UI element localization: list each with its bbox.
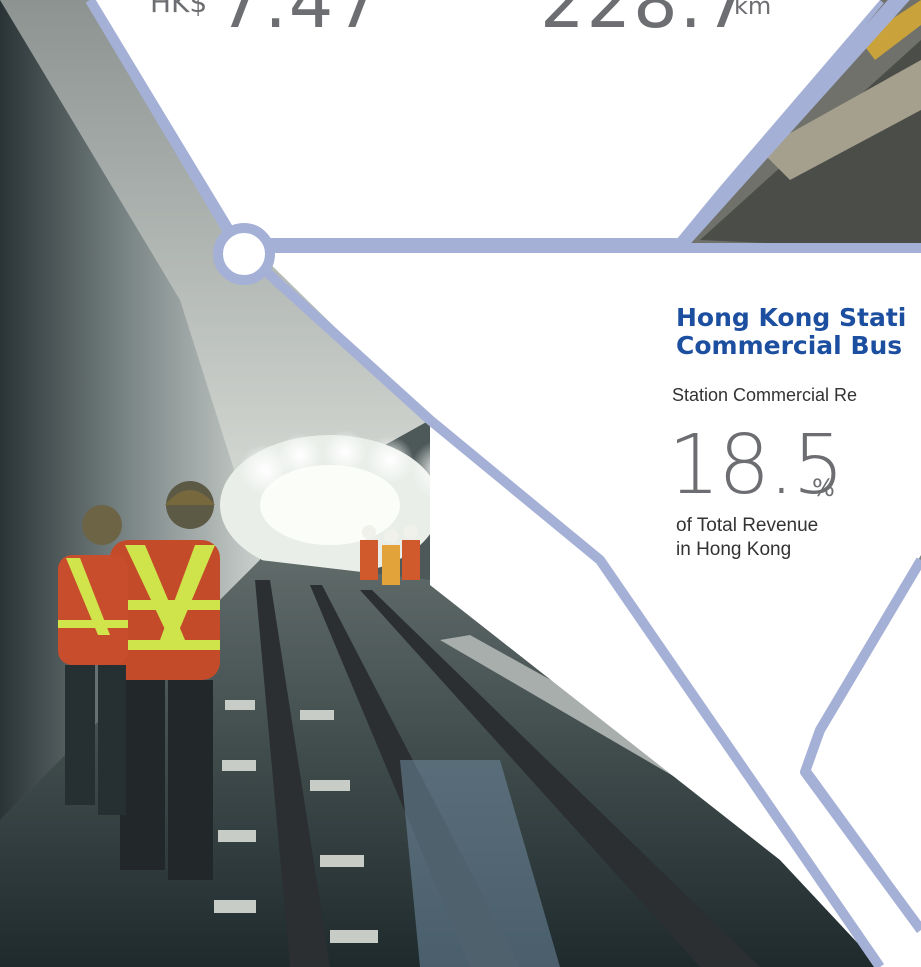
section-subtitle: Station Commercial Re bbox=[672, 385, 858, 405]
section-title-line2: Commercial Bus bbox=[676, 331, 903, 360]
network-length-value: 228.7 bbox=[540, 0, 751, 44]
revenue-share-caption: of Total Revenue in Hong Kong bbox=[676, 514, 818, 562]
section-title: Hong Kong Stati Commercial Bus bbox=[676, 304, 906, 360]
worker-figure bbox=[58, 505, 128, 815]
frame-node bbox=[213, 223, 275, 285]
top-white-panel bbox=[95, 0, 880, 238]
revenue-share-value: 18.5 bbox=[668, 418, 845, 513]
worker-figure bbox=[110, 481, 220, 880]
bottom-right-white-corner bbox=[815, 560, 921, 925]
network-length-unit: km bbox=[734, 0, 772, 20]
revenue-share-unit: % bbox=[812, 474, 835, 502]
section-title-line1: Hong Kong Stati bbox=[676, 303, 907, 332]
caption-line1: of Total Revenue bbox=[676, 515, 819, 536]
fare-currency-prefix: HK$ bbox=[150, 0, 208, 19]
caption-line2: in Hong Kong bbox=[676, 539, 792, 560]
average-fare-value: 7.47 bbox=[218, 0, 382, 44]
